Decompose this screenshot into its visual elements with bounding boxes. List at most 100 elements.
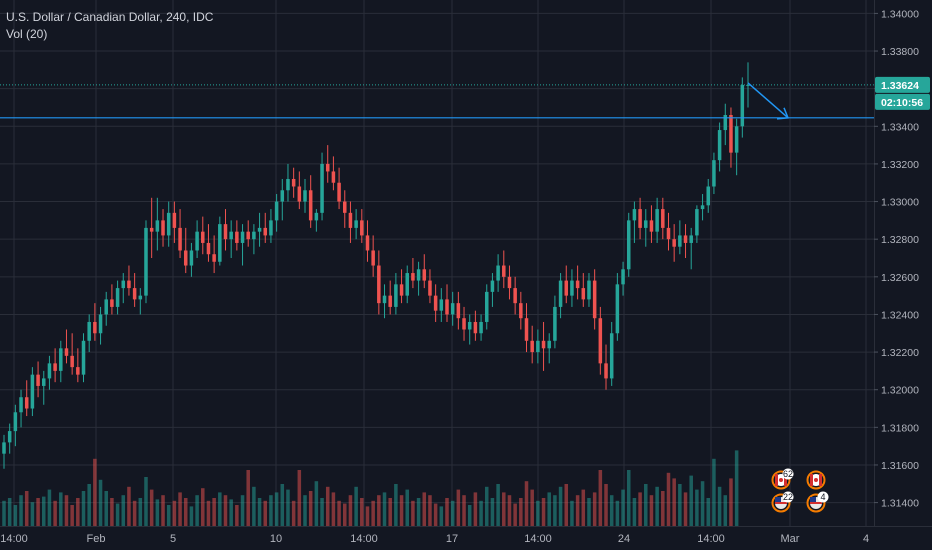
volume-bar — [235, 505, 239, 526]
symbol-title[interactable]: U.S. Dollar / Canadian Dollar, 240, IDC — [6, 10, 214, 24]
candle-body — [206, 242, 211, 255]
volume-bar — [70, 505, 74, 526]
volume-bar — [314, 481, 319, 526]
volume-bar — [598, 470, 603, 526]
candle-body — [30, 374, 35, 409]
candle-body — [223, 224, 228, 240]
flag-bar-left — [775, 474, 778, 486]
us-flag-event-icon[interactable]: 4 — [806, 491, 829, 513]
price-tick-label: 1.34000 — [881, 8, 919, 20]
candle-body — [700, 205, 705, 210]
candle-body — [626, 220, 631, 270]
price-tick-label: 1.33400 — [881, 121, 919, 133]
candle-body — [360, 220, 364, 236]
trend-arrow-head — [776, 107, 790, 120]
volume-bar — [104, 491, 108, 526]
volume-bar — [280, 484, 285, 526]
candle-body — [274, 201, 279, 221]
volume-bar — [456, 489, 461, 526]
volume-bar — [729, 478, 733, 526]
volume-bar — [513, 503, 517, 526]
ca-flag-event-icon[interactable] — [806, 470, 826, 490]
current-price-badge[interactable]: 1.33624 — [875, 76, 930, 93]
volume-bar — [223, 495, 228, 526]
candle-body — [325, 163, 330, 172]
time-tick-label: 5 — [170, 533, 176, 545]
volume-bar — [712, 458, 716, 526]
volume-bar — [700, 481, 705, 526]
volume-bar — [195, 495, 199, 526]
candle-body — [269, 220, 273, 236]
candle-body — [132, 288, 137, 300]
candle-body — [706, 186, 711, 206]
volume-indicator-label[interactable]: Vol (20) — [6, 27, 48, 41]
volume-bar — [7, 498, 12, 526]
time-axis[interactable]: 14:00 Feb 5 10 14:00 17 14:00 24 14:00 Mar 4 — [0, 526, 932, 546]
candle-body — [609, 333, 614, 379]
us-flag-event-icon[interactable]: 22 — [771, 491, 794, 513]
volume-bar — [183, 498, 188, 526]
volume-bar — [382, 492, 387, 526]
trend-arrow[interactable] — [747, 82, 789, 119]
candle-body — [581, 288, 586, 300]
candle-body — [502, 265, 506, 277]
candle-body — [661, 209, 665, 228]
candle-body — [371, 250, 375, 266]
volume-bar — [229, 499, 233, 526]
candle-body — [433, 295, 438, 311]
volume-bar — [689, 475, 693, 526]
volume-bar — [632, 498, 637, 526]
flag-stripe — [775, 502, 787, 504]
volume-bar — [706, 498, 711, 526]
candle-body — [2, 442, 6, 454]
candle-body — [280, 190, 285, 202]
volume-bar — [666, 472, 671, 526]
volume-bar — [530, 489, 534, 526]
candle-body — [666, 227, 671, 240]
volume-bar — [467, 505, 472, 526]
countdown-value: 02:10:56 — [881, 97, 923, 109]
candle-body — [377, 265, 381, 304]
volume-bar — [450, 500, 455, 526]
drawings[interactable] — [0, 82, 874, 120]
volume-bar — [581, 489, 586, 526]
volume-bar — [337, 500, 341, 526]
price-tick-label: 1.33200 — [881, 159, 919, 171]
volume-bar — [655, 486, 659, 526]
candle-body — [246, 231, 250, 240]
ca-flag-event-icon[interactable]: 62 — [771, 468, 794, 490]
event-markers[interactable]: 62 22 4 — [771, 468, 829, 513]
volume-bars — [2, 450, 739, 526]
volume-bar — [2, 500, 6, 526]
volume-bar — [76, 498, 80, 526]
volume-bar — [308, 491, 313, 526]
volume-bar — [166, 505, 171, 526]
candle-body — [570, 280, 574, 296]
volume-bar — [87, 484, 91, 526]
time-tick-label: 17 — [446, 533, 458, 545]
volume-bar — [553, 495, 557, 526]
candle-body — [445, 299, 449, 315]
flag-stripe — [810, 502, 822, 504]
flag-bar-left — [810, 474, 813, 486]
candle-body — [507, 276, 512, 289]
volume-bar — [161, 495, 165, 526]
volume-bar — [121, 495, 126, 526]
time-tick-label: 4 — [863, 533, 869, 545]
volume-bar — [291, 500, 296, 526]
volume-bar — [93, 458, 97, 526]
volume-bar — [723, 495, 728, 526]
time-tick-label: 14:00 — [0, 533, 28, 545]
candle-body — [467, 321, 472, 330]
candle-body — [229, 231, 233, 240]
candle-body — [195, 231, 199, 251]
candle-body — [428, 280, 432, 296]
price-axis[interactable]: 1.340001.338001.336001.334001.332001.330… — [874, 0, 932, 550]
volume-bar — [524, 481, 529, 526]
volume-bar — [110, 498, 114, 526]
event-count-bg — [782, 468, 794, 480]
volume-bar — [13, 505, 18, 526]
volume-bar — [81, 491, 86, 526]
